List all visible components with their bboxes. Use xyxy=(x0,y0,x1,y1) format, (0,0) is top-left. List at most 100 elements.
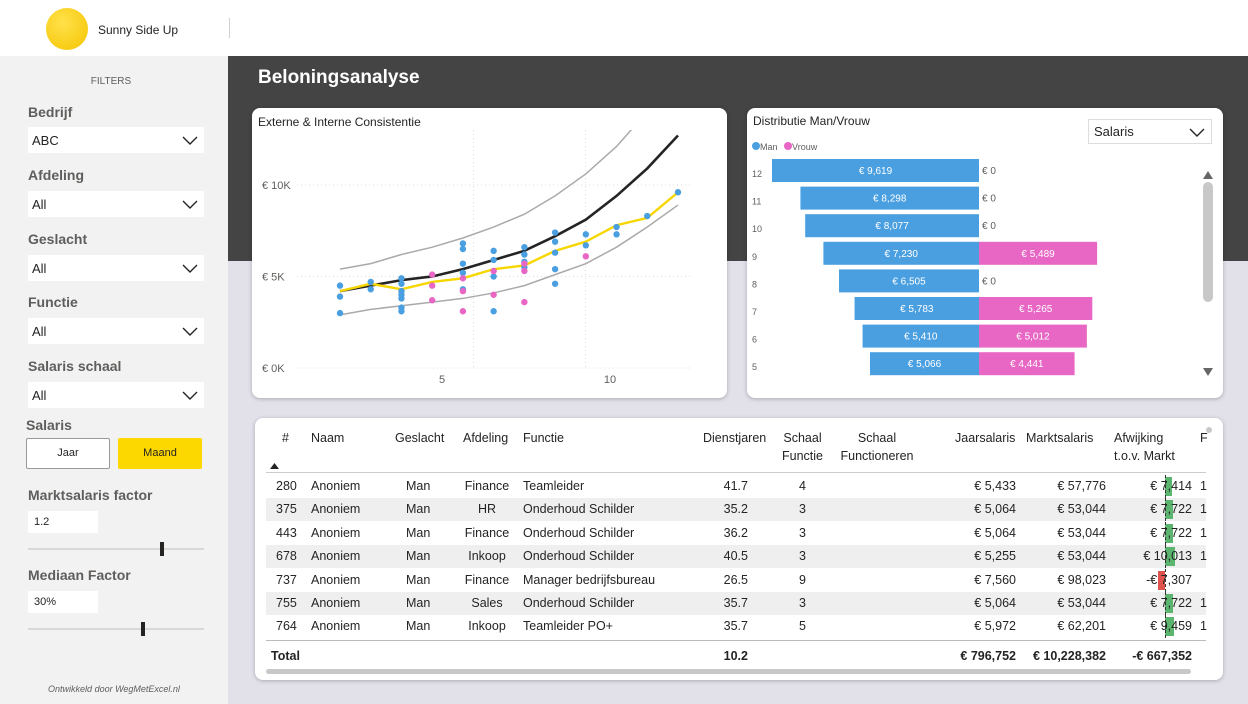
col-nr[interactable]: # xyxy=(282,431,289,445)
table-row[interactable]: 678 Anoniem Man Inkoop Onderhoud Schilder 40.… xyxy=(266,545,1207,569)
col-schaal-functioneren[interactable]: Schaal Functioneren xyxy=(836,429,918,465)
afwijking-axis xyxy=(1165,545,1166,569)
scroll-down-icon[interactable] xyxy=(1203,363,1213,376)
total-dienstjaren: 10.2 xyxy=(723,649,748,663)
marktsalaris-factor-input[interactable]: 1.2 xyxy=(28,511,98,533)
cell-marktsalaris: € 53,044 xyxy=(1057,549,1106,564)
scatter-point-vrouw xyxy=(459,308,467,315)
line-markt xyxy=(339,134,679,293)
cell-afdeling: Sales xyxy=(471,596,503,610)
sort-ascending-icon[interactable] xyxy=(270,463,279,469)
bar-man-label: € 5,783 xyxy=(900,304,934,315)
cell-jaarsalaris: € 7,560 xyxy=(974,572,1016,587)
total-jaarsalaris: € 796,752 xyxy=(960,649,1016,663)
table-row[interactable]: 737 Anoniem Man Finance Manager bedrijfsbure… xyxy=(266,568,1206,592)
afwijking-positive-bar xyxy=(1165,617,1174,637)
mediaan-factor-slider[interactable] xyxy=(28,628,204,630)
salaris-label: Salaris xyxy=(26,417,72,433)
more-options-icon[interactable] xyxy=(1206,427,1212,433)
col-marktsalaris[interactable]: Marktsalaris xyxy=(1026,431,1094,445)
cell-naam: Anoniem xyxy=(311,619,361,634)
col-functie[interactable]: Functie xyxy=(523,431,564,445)
mediaan-factor-slider-handle[interactable] xyxy=(141,622,145,636)
col-geslacht[interactable]: Geslacht xyxy=(395,431,445,445)
marktsalaris-factor-label: Marktsalaris factor xyxy=(28,487,153,503)
scroll-up-icon[interactable] xyxy=(1203,166,1213,179)
col-schaal-functie[interactable]: Schaal Functie xyxy=(780,429,825,465)
cell-nr: 764 xyxy=(276,619,297,634)
mediaan-factor-input[interactable]: 30% xyxy=(28,591,98,613)
col-schaal-functioneren-line2: Functioneren xyxy=(840,449,914,463)
marktsalaris-factor-slider-handle[interactable] xyxy=(160,542,164,556)
cell-nr: 443 xyxy=(276,525,297,540)
cell-marktsalaris: € 53,044 xyxy=(1057,596,1106,610)
cell-geslacht: Man xyxy=(406,479,431,493)
afwijking-axis xyxy=(1165,521,1166,545)
scatter-point-man xyxy=(336,309,344,317)
geslacht-select[interactable]: All xyxy=(28,255,204,281)
afwijking-axis xyxy=(1165,592,1166,615)
table-horizontal-scrollbar[interactable] xyxy=(266,669,1191,674)
salaris-jaar-button[interactable]: Jaar xyxy=(26,438,110,469)
col-dienstjaren[interactable]: Dienstjaren xyxy=(703,431,767,445)
bar-vrouw xyxy=(979,352,1075,376)
table-row[interactable]: 375 Anoniem Man HR Onderhoud Schilder 35.2 3 € … xyxy=(266,498,1207,522)
scatter-point-man xyxy=(551,265,559,273)
afdeling-select[interactable]: All xyxy=(28,191,204,217)
salaris-maand-button[interactable]: Maand xyxy=(118,438,202,469)
cell-schaal-functie: 4 xyxy=(799,479,806,493)
scatter-point-man xyxy=(459,269,467,276)
bar-vrouw-label: € 0 xyxy=(982,166,996,177)
afwijking-positive-bar xyxy=(1165,500,1173,520)
bar-vrouw-label: € 0 xyxy=(982,221,996,232)
cell-afwijking: € 10,013 xyxy=(1143,549,1192,564)
cell-jaarsalaris: € 5,255 xyxy=(974,549,1016,564)
col-jaarsalaris[interactable]: Jaarsalaris xyxy=(955,431,1016,445)
bar-man-label: € 9,619 xyxy=(859,166,893,177)
bar-man-label: € 5,410 xyxy=(904,332,938,343)
cell-jaarsalaris: € 5,064 xyxy=(974,502,1016,517)
scatter-point-man xyxy=(674,189,682,196)
table-row[interactable]: 764 Anoniem Man Inkoop Teamleider PO+ 35.7 5 € … xyxy=(266,615,1207,639)
cell-naam: Anoniem xyxy=(311,502,361,517)
total-divider xyxy=(266,640,1206,641)
marktsalaris-factor-slider[interactable] xyxy=(28,548,204,550)
col-extra[interactable]: F xyxy=(1200,431,1208,445)
cell-extra: 1 xyxy=(1200,549,1207,564)
cell-naam: Anoniem xyxy=(311,549,361,564)
cell-nr: 755 xyxy=(276,596,297,610)
scatter-point-vrouw xyxy=(428,297,436,304)
scatter-point-man xyxy=(398,280,405,287)
bar-man-label: € 7,230 xyxy=(885,249,919,260)
col-afwijking[interactable]: Afwijking t.o.v. Markt xyxy=(1114,429,1175,465)
table-row[interactable]: 443 Anoniem Man Finance Onderhoud Schilder 36… xyxy=(266,521,1207,545)
geslacht-value: All xyxy=(32,261,47,276)
col-schaal-functioneren-line1: Schaal xyxy=(857,431,897,445)
table-row[interactable]: 280 Anoniem Man Finance Teamleider 41.7 4 € 5,4… xyxy=(266,475,1207,498)
afdeling-label: Afdeling xyxy=(28,167,84,183)
col-naam[interactable]: Naam xyxy=(311,431,345,445)
category-label: 9 xyxy=(752,252,757,262)
legend-man-label: Man xyxy=(760,142,778,152)
cell-functie: Teamleider PO+ xyxy=(523,619,613,634)
functie-select[interactable]: All xyxy=(28,318,204,344)
salaris-schaal-select[interactable]: All xyxy=(28,382,204,408)
bar-vrouw xyxy=(979,297,1093,320)
bedrijf-select[interactable]: ABC xyxy=(28,127,204,153)
cell-nr: 280 xyxy=(276,479,297,493)
total-label: Total xyxy=(271,649,300,663)
distributie-measure-dropdown[interactable]: Salaris xyxy=(1088,119,1212,144)
divider xyxy=(229,18,230,38)
table-row[interactable]: 755 Anoniem Man Sales Onderhoud Schilder 35.7… xyxy=(266,592,1207,615)
y-tick-label: € 10K xyxy=(262,180,291,192)
scatter-point-vrouw xyxy=(490,267,497,275)
chevron-down-icon xyxy=(182,264,198,273)
col-afdeling[interactable]: Afdeling xyxy=(463,431,509,445)
cell-afdeling: Inkoop xyxy=(468,619,506,634)
cell-extra: 1 xyxy=(1200,525,1207,540)
scatter-point-vrouw xyxy=(521,267,528,275)
cell-marktsalaris: € 98,023 xyxy=(1057,572,1106,587)
distributie-scrollbar[interactable] xyxy=(1203,182,1213,302)
cell-jaarsalaris: € 5,433 xyxy=(974,479,1016,493)
cell-extra: 1 xyxy=(1200,619,1207,634)
